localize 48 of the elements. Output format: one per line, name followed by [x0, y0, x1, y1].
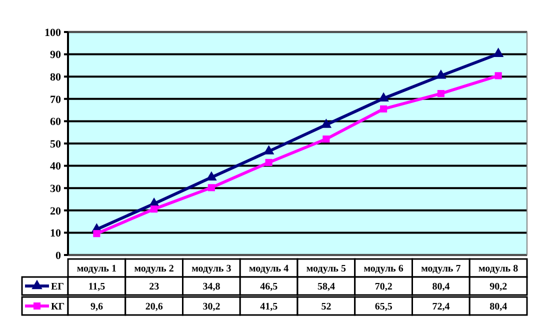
y-tick-label: 100	[44, 26, 62, 39]
point	[208, 184, 215, 192]
point	[492, 48, 504, 57]
point	[265, 158, 272, 166]
y-tick-label: 70	[50, 94, 62, 106]
y-tick-label: 30	[50, 182, 62, 195]
data-label: 46,5	[260, 282, 278, 292]
x-tick-label: модуль 3	[192, 264, 232, 274]
data-label: 72,4	[432, 302, 450, 312]
point	[436, 70, 446, 79]
y-tick-label: 20	[50, 205, 62, 218]
y-tick-label: 0	[56, 250, 62, 262]
y-tick-label: 90	[50, 49, 62, 62]
x-tick-label: модуль 2	[134, 264, 174, 274]
y-tick-label: 10	[50, 228, 62, 240]
data-label: 41,5	[260, 302, 278, 312]
data-label: 65,5	[374, 302, 392, 312]
data-label: 70,2	[374, 282, 392, 292]
point	[206, 171, 217, 180]
x-tick-label: модуль 1	[76, 264, 116, 274]
legend-label: ЕГ	[51, 282, 64, 292]
data-label: 9,6	[90, 302, 103, 312]
y-tick-label: 50	[50, 138, 62, 150]
point	[93, 230, 100, 238]
y-tick-label: 60	[50, 116, 62, 128]
y-tick-label: 80	[50, 71, 62, 84]
point	[322, 136, 330, 143]
data-label: 80,4	[432, 282, 450, 292]
data-label: 30,2	[202, 302, 220, 312]
data-label: 58,4	[317, 282, 335, 292]
x-tick-label: модуль 6	[364, 264, 404, 274]
legend-label: КГ	[51, 302, 65, 312]
point	[494, 72, 502, 80]
x-tick-label: модуль 8	[478, 264, 518, 274]
data-label: 34,8	[202, 282, 220, 292]
y-tick-label: 40	[50, 160, 62, 173]
data-label: 11,5	[88, 282, 106, 292]
point	[380, 105, 388, 112]
data-label: 90,2	[490, 282, 508, 292]
x-tick-label: модуль 5	[306, 264, 346, 274]
data-label: 80,4	[490, 302, 508, 312]
x-tick-label: модуль 7	[421, 264, 461, 274]
data-label: 20,6	[145, 302, 163, 312]
data-label: 52	[321, 302, 332, 312]
data-label: 23	[149, 282, 160, 292]
point	[437, 90, 444, 98]
x-tick-label: модуль 4	[249, 264, 289, 274]
point	[150, 206, 158, 213]
